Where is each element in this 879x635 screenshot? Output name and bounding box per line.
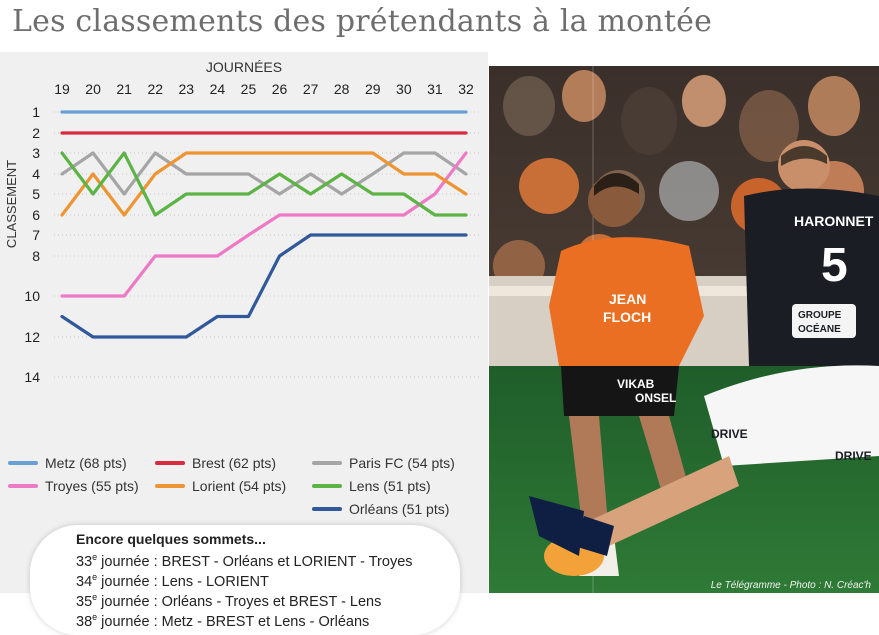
- y-tick-label: 1: [32, 104, 40, 120]
- legend-swatch: [8, 484, 38, 488]
- matchday-number: 35: [76, 593, 93, 610]
- y-tick-label: 12: [24, 329, 40, 345]
- x-tick-label: 28: [334, 81, 350, 97]
- y-tick-label: 5: [32, 186, 40, 202]
- legend-swatch: [312, 461, 342, 465]
- matchday-fixtures: journée : Metz - BREST et Lens - Orléans: [97, 613, 370, 630]
- x-tick-label: 19: [54, 81, 70, 97]
- legend-label: Lens (51 pts): [349, 478, 431, 494]
- jersey-right-sponsor-1: GROUPE: [798, 310, 842, 321]
- jersey-left-sponsor-1: JEAN: [609, 291, 646, 307]
- legend-swatch: [312, 484, 342, 488]
- series-line-3: [60, 151, 468, 298]
- x-tick-label: 29: [365, 81, 381, 97]
- matchday-fixtures: journée : Orléans - Troyes et BREST - Le…: [97, 593, 382, 610]
- x-tick-label: 27: [303, 81, 319, 97]
- y-tick-label: 4: [32, 166, 40, 182]
- y-tick-label: 10: [24, 288, 40, 304]
- y-tick-label: 8: [32, 248, 40, 264]
- legend-label: Lorient (54 pts): [192, 478, 287, 494]
- shorts-left-text-2: ONSEL: [635, 391, 676, 405]
- x-tick-label: 21: [116, 81, 132, 97]
- x-tick-label: 25: [241, 81, 257, 97]
- x-tick-label: 22: [147, 81, 163, 97]
- legend-item: Troyes (55 pts): [8, 478, 139, 494]
- ranking-chart: 19 20 21 22 23 24 25 26 27 28 29 30 31 32 12345678101…: [4, 59, 480, 385]
- legend-swatch: [155, 484, 185, 488]
- matchday-number: 34: [76, 573, 93, 590]
- legend-label: Orléans (51 pts): [349, 501, 450, 517]
- upcoming-matches-box: Encore quelques sommets... 33e journée :…: [30, 525, 460, 635]
- jersey-right-sponsor-2: OCÉANE: [798, 322, 841, 335]
- legend-label: Brest (62 pts): [192, 455, 277, 471]
- upcoming-matches-title: Encore quelques sommets...: [76, 531, 266, 547]
- x-tick-label: 30: [396, 81, 412, 97]
- upcoming-match-row: 33e journée : BREST - Orléans et LORIENT…: [76, 552, 413, 570]
- photo-credit: Le Télégramme - Photo : N. Créac'h: [711, 580, 872, 591]
- match-photo-illustration: JEAN FLOCH VIKAB ONSEL HARONNET 5 GROUPE…: [489, 66, 879, 593]
- shorts-right-text-2: DRIVE: [835, 449, 872, 463]
- x-tick-label: 23: [179, 81, 195, 97]
- jersey-right-name: HARONNET: [794, 213, 874, 229]
- legend-item: Metz (68 pts): [8, 455, 127, 471]
- legend-swatch: [155, 461, 185, 465]
- matchday-fixtures: journée : BREST - Orléans et LORIENT - T…: [97, 553, 413, 570]
- series-line-5: [60, 151, 468, 217]
- orange-jersey: [549, 237, 704, 366]
- matchday-suffix: e: [92, 552, 98, 562]
- upcoming-match-row: 38e journée : Metz - BREST et Lens - Orl…: [76, 612, 369, 630]
- legend-label: Paris FC (54 pts): [349, 455, 455, 471]
- y-tick-label: 6: [32, 207, 40, 223]
- y-tick-label: 7: [32, 227, 40, 243]
- legend: Metz (68 pts) Brest (62 pts) Paris FC (54 …: [0, 452, 488, 522]
- legend-label: Troyes (55 pts): [45, 478, 139, 494]
- jersey-left-sponsor-2: FLOCH: [603, 309, 651, 325]
- page-title: Les classements des prétendants à la mon…: [12, 4, 713, 39]
- jersey-right-number: 5: [821, 239, 848, 292]
- y-tick-label: 14: [24, 369, 40, 385]
- series-line-6: [60, 233, 468, 339]
- legend-swatch: [8, 461, 38, 465]
- legend-item: Paris FC (54 pts): [312, 455, 455, 471]
- legend-item: Lorient (54 pts): [155, 478, 286, 494]
- matchday-fixtures: journée : Lens - LORIENT: [97, 573, 269, 590]
- legend-item: Brest (62 pts): [155, 455, 276, 471]
- matchday-suffix: e: [92, 572, 98, 582]
- x-tick-label: 31: [427, 81, 443, 97]
- upcoming-match-row: 34e journée : Lens - LORIENT: [76, 572, 269, 590]
- y-tick-label: 3: [32, 145, 40, 161]
- legend-label: Metz (68 pts): [45, 455, 127, 471]
- x-axis-label: JOURNÉES: [206, 59, 282, 75]
- match-photo: JEAN FLOCH VIKAB ONSEL HARONNET 5 GROUPE…: [489, 66, 879, 593]
- legend-item: Orléans (51 pts): [312, 501, 449, 517]
- shorts-left-text: VIKAB: [617, 377, 655, 391]
- shorts-right-text: DRIVE: [711, 427, 748, 441]
- x-tick-label: 24: [210, 81, 226, 97]
- x-tick-label: 20: [85, 81, 101, 97]
- series-line-4: [60, 151, 468, 217]
- chart-panel: 19 20 21 22 23 24 25 26 27 28 29 30 31 32 1 2 3 4 5 6 7 8 10 1…: [0, 52, 488, 635]
- y-axis-label: CLASSEMENT: [4, 160, 19, 248]
- legend-swatch: [312, 507, 342, 511]
- y-tick-label: 2: [32, 125, 40, 141]
- upcoming-match-row: 35e journée : Orléans - Troyes et BREST …: [76, 592, 381, 610]
- matchday-number: 33: [76, 553, 93, 570]
- x-tick-label: 26: [272, 81, 288, 97]
- x-tick-label: 32: [458, 81, 474, 97]
- matchday-number: 38: [76, 613, 93, 630]
- legend-item: Lens (51 pts): [312, 478, 431, 494]
